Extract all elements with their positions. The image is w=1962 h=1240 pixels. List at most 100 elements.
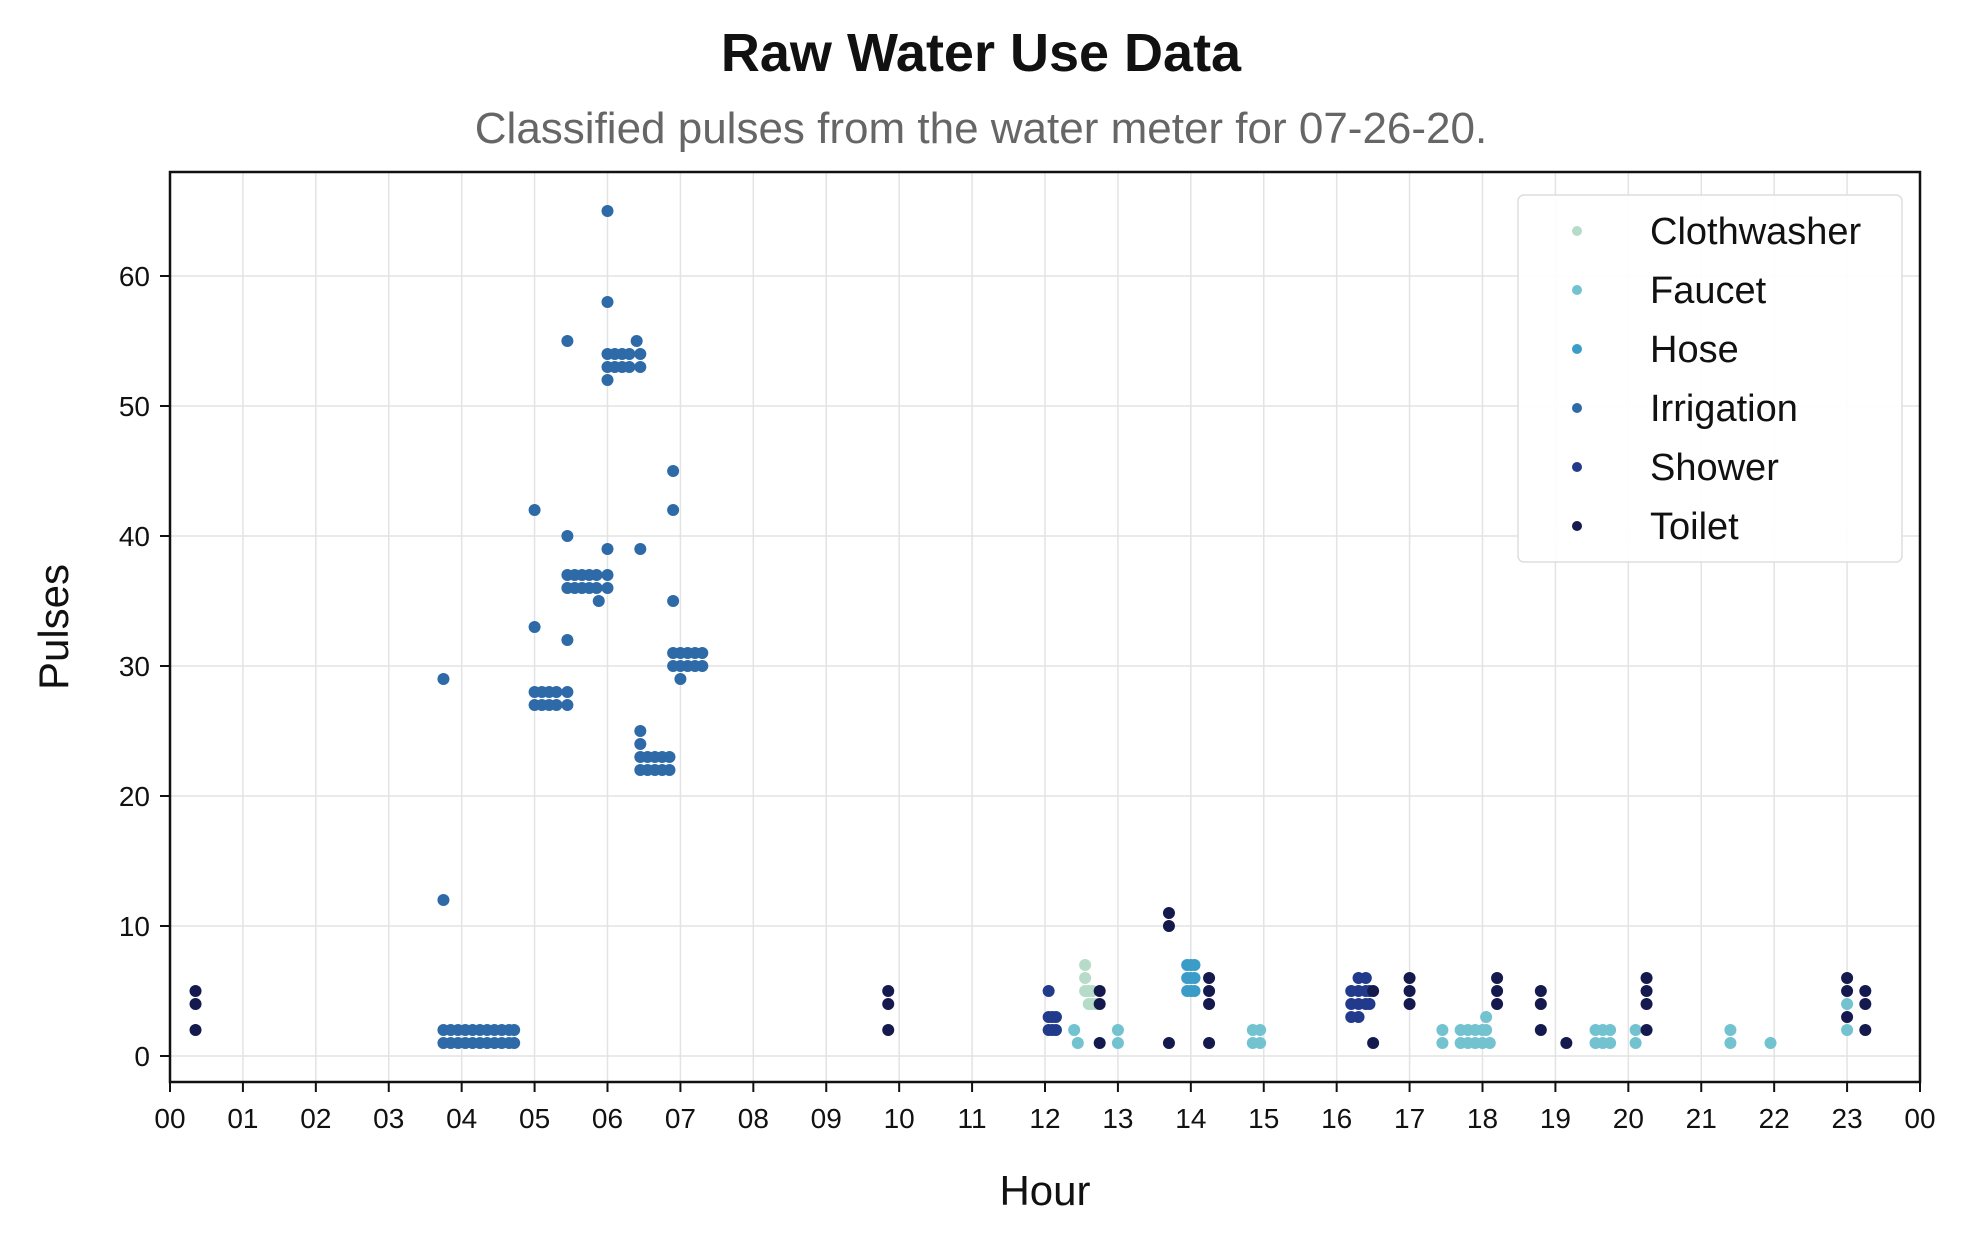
data-point: [1491, 998, 1504, 1010]
data-point: [1604, 1024, 1617, 1036]
series-hose: [1181, 959, 1201, 997]
chart-subtitle: Classified pulses from the water meter f…: [474, 104, 1488, 153]
x-axis-label: Hour: [999, 1167, 1090, 1214]
x-tick-label: 04: [446, 1103, 477, 1134]
y-tick-label: 30: [119, 651, 150, 682]
data-point: [1764, 1037, 1777, 1049]
data-point: [634, 361, 647, 373]
y-tick-label: 0: [134, 1041, 150, 1072]
data-point: [528, 621, 541, 633]
x-tick-label: 09: [811, 1103, 842, 1134]
data-point: [674, 673, 687, 685]
chart-title: Raw Water Use Data: [720, 23, 1242, 83]
data-point: [1042, 985, 1055, 997]
x-tick-label: 21: [1686, 1103, 1717, 1134]
data-point: [1352, 1011, 1365, 1023]
legend-marker: [1572, 226, 1582, 236]
data-point: [1079, 972, 1092, 984]
x-tick-label: 17: [1394, 1103, 1425, 1134]
data-point: [696, 647, 709, 659]
data-point: [550, 686, 563, 698]
legend-entry: Irrigation: [1650, 388, 1798, 430]
series-toilet: [189, 907, 1872, 1049]
data-point: [663, 764, 676, 776]
data-point: [1724, 1037, 1737, 1049]
data-point: [1604, 1037, 1617, 1049]
x-tick-label: 23: [1832, 1103, 1863, 1134]
data-point: [1363, 998, 1376, 1010]
data-point: [601, 296, 614, 308]
data-point: [1111, 1024, 1124, 1036]
data-point: [561, 634, 574, 646]
data-point: [1079, 959, 1092, 971]
data-point: [508, 1024, 521, 1036]
data-point: [1093, 1037, 1106, 1049]
data-point: [1188, 959, 1201, 971]
data-point: [1188, 972, 1201, 984]
data-point: [1093, 985, 1106, 997]
data-point: [623, 361, 636, 373]
data-point: [1859, 998, 1872, 1010]
series-irrigation: [437, 205, 709, 1049]
legend-entry: Hose: [1650, 329, 1739, 371]
data-point: [561, 686, 574, 698]
data-point: [1491, 985, 1504, 997]
data-point: [1162, 907, 1175, 919]
x-tick-label: 07: [665, 1103, 696, 1134]
data-point: [437, 894, 450, 906]
data-point: [1049, 1011, 1062, 1023]
x-tick-label: 18: [1467, 1103, 1498, 1134]
data-point: [189, 998, 202, 1010]
data-point: [1560, 1037, 1573, 1049]
data-point: [1068, 1024, 1081, 1036]
legend-marker: [1572, 344, 1582, 354]
data-point: [1071, 1037, 1084, 1049]
data-point: [1367, 985, 1380, 997]
data-point: [1436, 1024, 1449, 1036]
data-point: [601, 543, 614, 555]
data-point: [1203, 972, 1216, 984]
data-point: [1629, 1037, 1642, 1049]
x-tick-label: 11: [958, 1103, 987, 1134]
data-point: [1629, 1024, 1642, 1036]
data-point: [590, 569, 603, 581]
x-tick-label: 03: [373, 1103, 404, 1134]
legend-box: [1517, 194, 1903, 563]
data-point: [663, 751, 676, 763]
data-point: [601, 205, 614, 217]
y-tick-label: 50: [119, 391, 150, 422]
data-point: [882, 1024, 895, 1036]
legend-entry: Toilet: [1650, 506, 1739, 548]
x-tick-label: 14: [1175, 1103, 1206, 1134]
data-point: [1367, 1037, 1380, 1049]
y-axis-label: Pulses: [30, 564, 77, 690]
data-point: [1254, 1024, 1267, 1036]
x-tick-label: 00: [1904, 1103, 1935, 1134]
data-point: [189, 985, 202, 997]
data-point: [1480, 1011, 1493, 1023]
data-point: [561, 335, 574, 347]
x-tick-label: 15: [1248, 1103, 1279, 1134]
data-point: [1640, 998, 1653, 1010]
data-point: [550, 699, 563, 711]
y-tick-label: 20: [119, 781, 150, 812]
data-point: [667, 465, 680, 477]
x-tick-label: 02: [300, 1103, 331, 1134]
data-point: [1403, 972, 1416, 984]
data-point: [1049, 1024, 1062, 1036]
x-axis-ticks: 00 01 02 03 04 05 06 07 08 09 10 11 12 13 14 15 16 17 18 19…: [154, 1082, 1936, 1134]
y-tick-label: 60: [119, 261, 150, 292]
data-point: [1203, 985, 1216, 997]
data-point: [1534, 985, 1547, 997]
data-point: [667, 504, 680, 516]
y-tick-label: 40: [119, 521, 150, 552]
data-point: [1093, 998, 1106, 1010]
data-point: [1724, 1024, 1737, 1036]
data-point: [1491, 972, 1504, 984]
legend-marker: [1572, 462, 1582, 472]
legend-entry: Faucet: [1650, 270, 1767, 312]
data-point: [630, 335, 643, 347]
x-tick-label: 13: [1102, 1103, 1133, 1134]
data-point: [1841, 972, 1854, 984]
